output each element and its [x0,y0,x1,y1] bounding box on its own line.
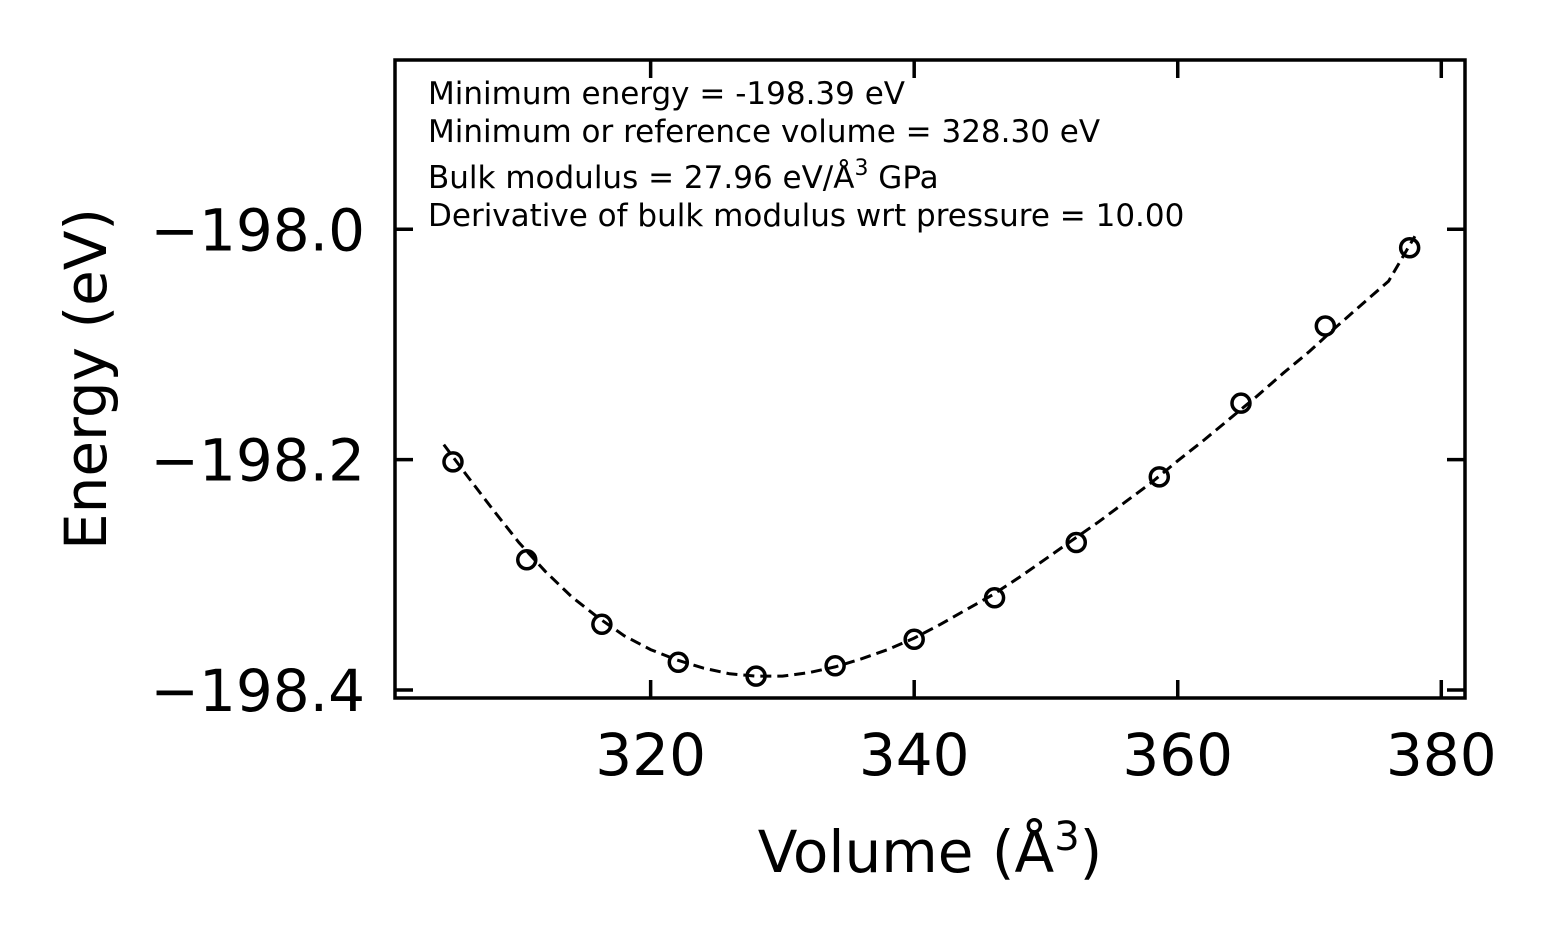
data-point [1148,466,1171,488]
ticks-layer: 320 340 360 380 −198.0 −198.2 −198.4 [150,60,1497,789]
data-point [1230,392,1252,414]
data-point [983,587,1006,609]
data-point [903,628,925,651]
data-point [442,451,464,473]
annotation-bulk-modulus-sup: 3 [854,156,868,181]
data-point [745,665,767,687]
x-axis-title-main: Volume (Å [758,817,1055,886]
data-point [1398,236,1421,259]
annotation-block: Minimum energy = -198.39 eV Minimum or r… [428,76,1184,234]
y-axis-title: Energy (eV) [52,208,120,550]
data-point [516,549,538,571]
data-point [824,655,846,677]
annotation-min-volume: Minimum or reference volume = 328.30 eV [428,114,1100,150]
x-tick-label: 320 [595,721,706,789]
data-point [667,651,690,674]
annotation-min-energy: Minimum energy = -198.39 eV [428,76,905,112]
y-tick-label: −198.2 [150,427,365,495]
plot-frame [393,58,1467,700]
annotation-bulk-modulus-tail: GPa [868,160,938,196]
x-tick-label: 380 [1386,721,1497,789]
data-point [1314,315,1337,337]
fit-curve [442,235,1417,678]
x-tick-label: 360 [1122,721,1233,789]
plot-layer [442,235,1421,687]
y-tick-label: −198.4 [150,657,365,725]
annotation-bulk-modulus: Bulk modulus = 27.96 eV/Å3 GPa [428,156,939,196]
x-axis-title-close: ) [1080,818,1103,886]
annotation-bulk-modulus-main: Bulk modulus = 27.96 eV/Å [428,160,854,196]
data-point [1065,531,1088,554]
x-tick-label: 340 [859,721,970,789]
x-axis-title-sup: 3 [1054,814,1079,860]
x-axis-title: Volume (Å3) [758,814,1103,886]
data-point [591,613,613,636]
annotation-derivative: Derivative of bulk modulus wrt pressure … [428,198,1184,234]
y-tick-label: −198.0 [150,196,365,264]
